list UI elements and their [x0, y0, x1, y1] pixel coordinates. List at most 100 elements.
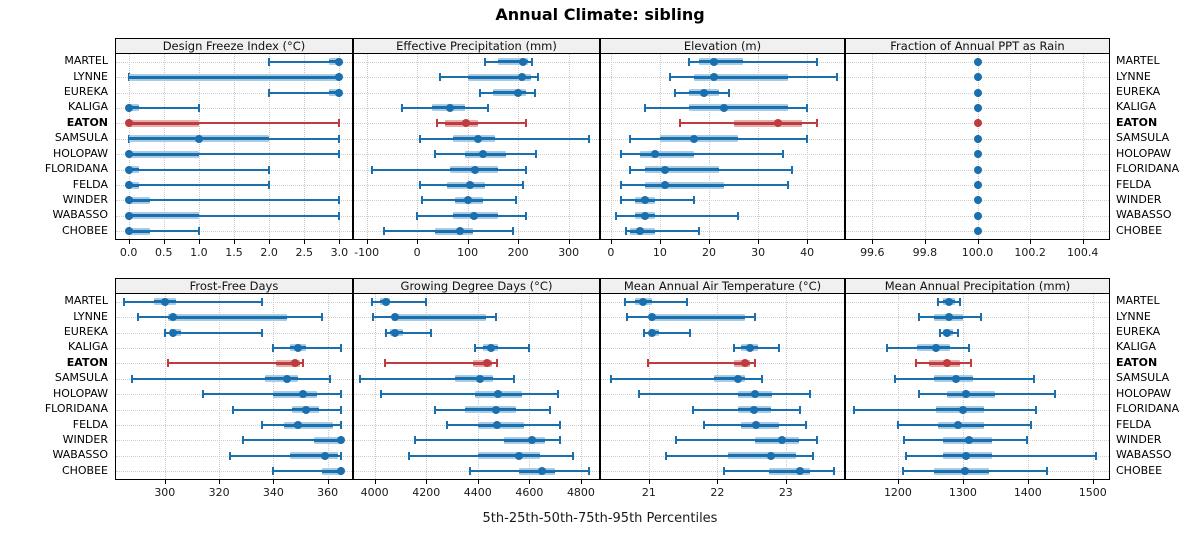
median-dot	[973, 119, 982, 128]
whisker-cap-low	[418, 181, 421, 190]
percentile-whisker	[381, 393, 558, 396]
percentile-whisker	[384, 362, 498, 365]
whisker-cap-low	[637, 390, 640, 399]
station-label-floridana: FLORIDANA	[1116, 402, 1180, 416]
gridline-horizontal	[601, 347, 844, 349]
axis-tick	[1030, 240, 1032, 244]
interquartile-core	[128, 229, 150, 233]
percentile-whisker	[269, 91, 340, 94]
whisker-cap-high	[786, 181, 789, 190]
median-dot	[291, 359, 300, 368]
percentile-whisker	[164, 331, 263, 334]
gridline-vertical	[219, 294, 221, 479]
whisker-cap-low	[474, 343, 477, 352]
median-dot	[973, 150, 982, 159]
whisker-cap-high	[528, 343, 531, 352]
interquartile-core	[497, 60, 529, 64]
median-dot	[517, 73, 526, 82]
station-label-samsula: SAMSULA	[1116, 371, 1170, 385]
median-dot	[463, 196, 472, 205]
interquartile-core	[519, 469, 556, 473]
axis-tick-label: 1500	[1078, 486, 1107, 499]
whisker-cap-high	[688, 328, 691, 337]
whisker-cap-low	[479, 88, 482, 97]
gridline-horizontal	[846, 301, 1109, 303]
interquartile-core	[645, 168, 719, 172]
percentile-whisker	[128, 168, 270, 171]
median-dot	[160, 297, 169, 306]
whisker-cap-low	[896, 421, 899, 430]
whisker-cap-low	[228, 451, 231, 460]
axis-tick-label: 1400	[1013, 486, 1042, 499]
median-dot	[962, 390, 971, 399]
gridline-vertical	[785, 294, 787, 479]
axis-tick	[1082, 240, 1084, 244]
median-dot	[733, 374, 742, 383]
median-dot	[456, 227, 465, 236]
interquartile-core	[946, 392, 996, 396]
whisker-cap-low	[673, 88, 676, 97]
whisker-cap-high	[1054, 390, 1057, 399]
gridline-vertical	[273, 294, 275, 479]
panel-title: Mean Annual Precipitation (mm)	[845, 278, 1110, 293]
whisker-cap-low	[268, 57, 271, 66]
station-label-winder: WINDER	[62, 192, 108, 206]
axis-tick	[580, 480, 582, 484]
whisker-cap-low	[702, 421, 705, 430]
interquartile-core	[727, 454, 797, 458]
gridline-vertical	[304, 54, 306, 239]
whisker-cap-high	[559, 421, 562, 430]
whisker-cap-high	[980, 313, 983, 322]
whisker-cap-low	[619, 150, 622, 159]
gridline-horizontal	[116, 440, 352, 442]
whisker-cap-low	[136, 313, 139, 322]
station-label-winder: WINDER	[1116, 192, 1162, 206]
whisker-cap-high	[1095, 451, 1097, 460]
whisker-cap-high	[1025, 436, 1028, 445]
whisker-cap-low	[383, 359, 386, 368]
median-dot	[390, 328, 399, 337]
interquartile-core	[444, 121, 478, 125]
gridline-vertical	[366, 54, 368, 239]
interquartile-core	[755, 438, 800, 442]
plot-area	[115, 53, 353, 240]
plot-area	[353, 293, 600, 480]
median-dot	[942, 359, 951, 368]
percentile-whisker	[128, 199, 340, 202]
axis-tick-label: 0.5	[155, 246, 173, 259]
median-dot	[648, 313, 657, 322]
percentile-whisker	[647, 362, 755, 365]
whisker-cap-low	[380, 390, 383, 399]
median-dot	[648, 328, 657, 337]
station-label-chobee: CHOBEE	[61, 223, 108, 237]
median-dot	[124, 150, 133, 159]
median-dot	[515, 451, 524, 460]
axis-tick-label: 4600	[515, 486, 544, 499]
median-dot	[795, 467, 804, 476]
median-dot	[466, 181, 475, 190]
axis-tick	[610, 240, 612, 244]
percentile-whisker	[625, 230, 700, 233]
gridline-vertical	[128, 54, 130, 239]
whisker-cap-low	[733, 343, 736, 352]
whisker-cap-low	[917, 390, 920, 399]
percentile-whisker	[232, 408, 342, 411]
gridline-horizontal	[354, 301, 599, 303]
gridline-horizontal	[601, 332, 844, 334]
percentile-whisker	[644, 331, 690, 334]
whisker-cap-low	[383, 227, 386, 236]
whisker-cap-high	[816, 119, 818, 128]
gridline-horizontal	[846, 347, 1109, 349]
station-label-chobee: CHOBEE	[1116, 463, 1163, 477]
station-label-felda: FELDA	[1116, 177, 1152, 191]
axis-tick-label: 40	[800, 246, 815, 259]
median-dot	[124, 119, 133, 128]
whisker-cap-high	[1046, 467, 1049, 476]
median-dot	[973, 88, 982, 97]
median-dot	[476, 374, 485, 383]
station-label-eureka: EUREKA	[63, 85, 108, 99]
whisker-cap-low	[418, 134, 421, 143]
interquartile-core	[689, 106, 788, 110]
median-dot	[651, 150, 659, 159]
interquartile-core	[472, 361, 492, 365]
